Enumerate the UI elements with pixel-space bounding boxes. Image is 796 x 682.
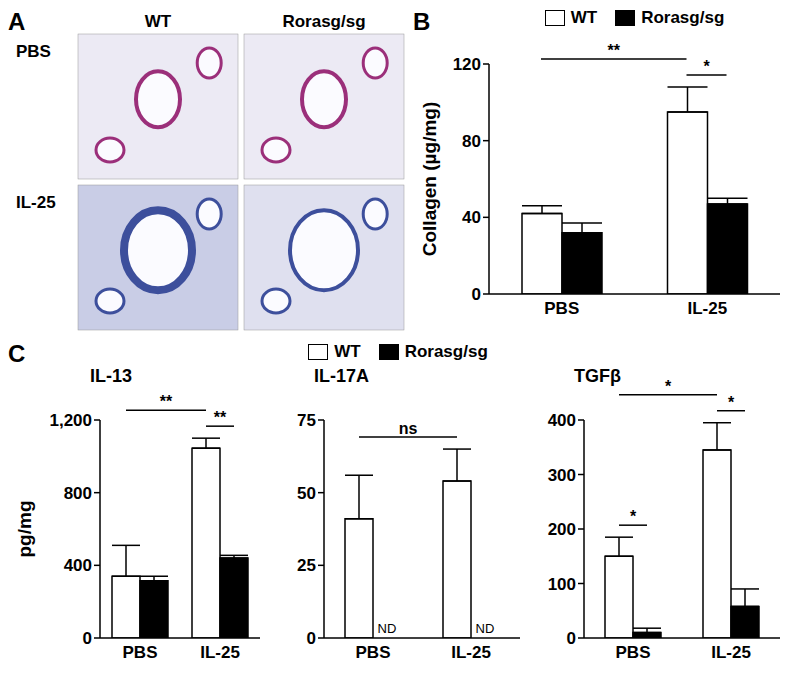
svg-text:**: **	[160, 393, 173, 410]
html-text:PBS: PBS	[16, 42, 51, 61]
svg-text:Collagen (µg/mg): Collagen (µg/mg)	[419, 102, 440, 257]
svg-text:ND: ND	[476, 621, 495, 636]
svg-text:*: *	[703, 58, 710, 75]
html-text:Rorasg/sg: Rorasg/sg	[641, 8, 725, 27]
svg-text:80: 80	[462, 132, 481, 151]
svg-text:*: *	[630, 508, 637, 525]
svg-text:ND: ND	[378, 621, 397, 636]
svg-text:IL-13: IL-13	[90, 366, 132, 386]
html-text:IL-25: IL-25	[16, 193, 56, 212]
svg-text:50: 50	[297, 484, 316, 503]
html-text:Rorasg/sg: Rorasg/sg	[282, 12, 366, 31]
html-text:B: B	[413, 8, 431, 35]
html-text:Rorasg/sg: Rorasg/sg	[404, 342, 488, 361]
svg-text:0: 0	[472, 285, 481, 304]
svg-text:400: 400	[64, 556, 92, 575]
svg-text:PBS: PBS	[616, 643, 651, 662]
svg-text:*: *	[728, 394, 735, 411]
html-text:A: A	[8, 8, 26, 35]
svg-text:0: 0	[83, 629, 92, 648]
svg-text:PBS: PBS	[356, 643, 391, 662]
svg-text:PBS: PBS	[123, 643, 158, 662]
svg-text:*: *	[665, 378, 672, 395]
svg-text:25: 25	[297, 556, 316, 575]
html-text:WT: WT	[144, 12, 172, 31]
svg-text:200: 200	[548, 520, 576, 539]
svg-text:300: 300	[548, 466, 576, 485]
svg-text:PBS: PBS	[544, 299, 579, 318]
svg-text:pg/mg: pg/mg	[14, 501, 35, 558]
html-text:WT: WT	[570, 8, 598, 27]
svg-text:75: 75	[297, 411, 316, 430]
svg-text:100: 100	[548, 575, 576, 594]
svg-text:IL-25: IL-25	[200, 643, 240, 662]
svg-text:0: 0	[307, 629, 316, 648]
svg-text:TGFβ: TGFβ	[574, 366, 621, 386]
html-text:WT: WT	[334, 342, 361, 361]
svg-text:400: 400	[548, 411, 576, 430]
svg-text:IL-17A: IL-17A	[314, 366, 369, 386]
svg-text:**: **	[608, 42, 621, 59]
svg-text:1,200: 1,200	[49, 411, 92, 430]
svg-text:IL-25: IL-25	[687, 299, 727, 318]
svg-text:120: 120	[453, 55, 481, 74]
svg-text:IL-25: IL-25	[451, 643, 491, 662]
svg-text:800: 800	[64, 484, 92, 503]
svg-text:ns: ns	[399, 420, 418, 437]
svg-text:40: 40	[462, 208, 481, 227]
svg-text:**: **	[214, 409, 227, 426]
svg-text:0: 0	[567, 629, 576, 648]
html-text:C: C	[8, 340, 26, 367]
svg-text:IL-25: IL-25	[711, 643, 751, 662]
